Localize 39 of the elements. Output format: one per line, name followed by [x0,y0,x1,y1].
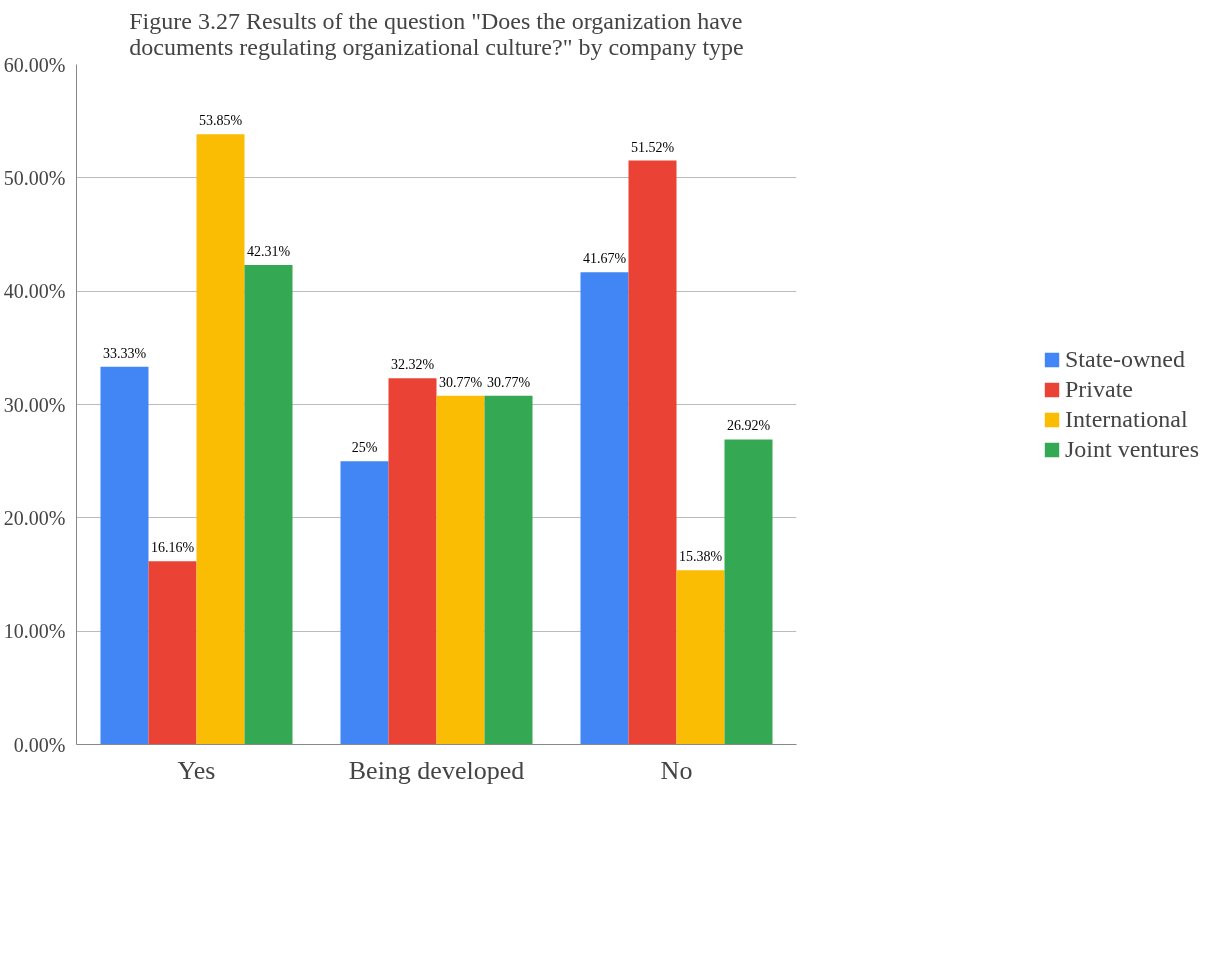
bar [628,160,677,745]
bar [244,264,293,745]
y-tick-label: 60.00% [3,53,66,76]
y-tick-label: 40.00% [3,280,66,303]
data-label: 32.32% [390,357,435,373]
legend-label: Private [1065,375,1133,403]
y-tick-label: 10.00% [3,620,66,643]
bar [484,395,533,745]
y-tick-label: 50.00% [3,166,66,189]
legend-label: Joint ventures [1065,435,1199,463]
data-label: 16.16% [150,540,195,556]
y-tick-label: 30.00% [3,393,66,416]
chart-title: Figure 3.27 Results of the question "Does the organization have documents regulating organizational culture?" by company type [129,7,744,60]
x-tick-label: No [660,755,693,785]
bar [340,461,389,745]
data-label: 53.85% [198,113,243,129]
data-label: 42.31% [246,243,291,259]
y-tick-label: 0.00% [13,733,66,756]
bar [100,366,149,745]
legend-label: State-owned [1065,345,1185,373]
data-label: 33.33% [102,345,147,361]
data-label: 51.52% [630,139,675,155]
y-tick-label: 20.00% [3,506,66,529]
bar [724,439,773,745]
bar [148,561,197,745]
bar [676,570,725,745]
legend-label: International [1065,405,1188,433]
data-label: 30.77% [438,374,483,390]
bar [388,378,437,745]
bar [196,134,245,745]
x-tick-label: Being developed [348,755,525,785]
bar [580,272,629,745]
data-label: 30.77% [486,374,531,390]
data-label: 25% [351,440,378,456]
x-tick-label: Yes [177,755,216,785]
data-label: 26.92% [726,418,771,434]
data-label: 41.67% [582,251,627,267]
bar [436,395,485,745]
data-label: 15.38% [678,549,723,565]
